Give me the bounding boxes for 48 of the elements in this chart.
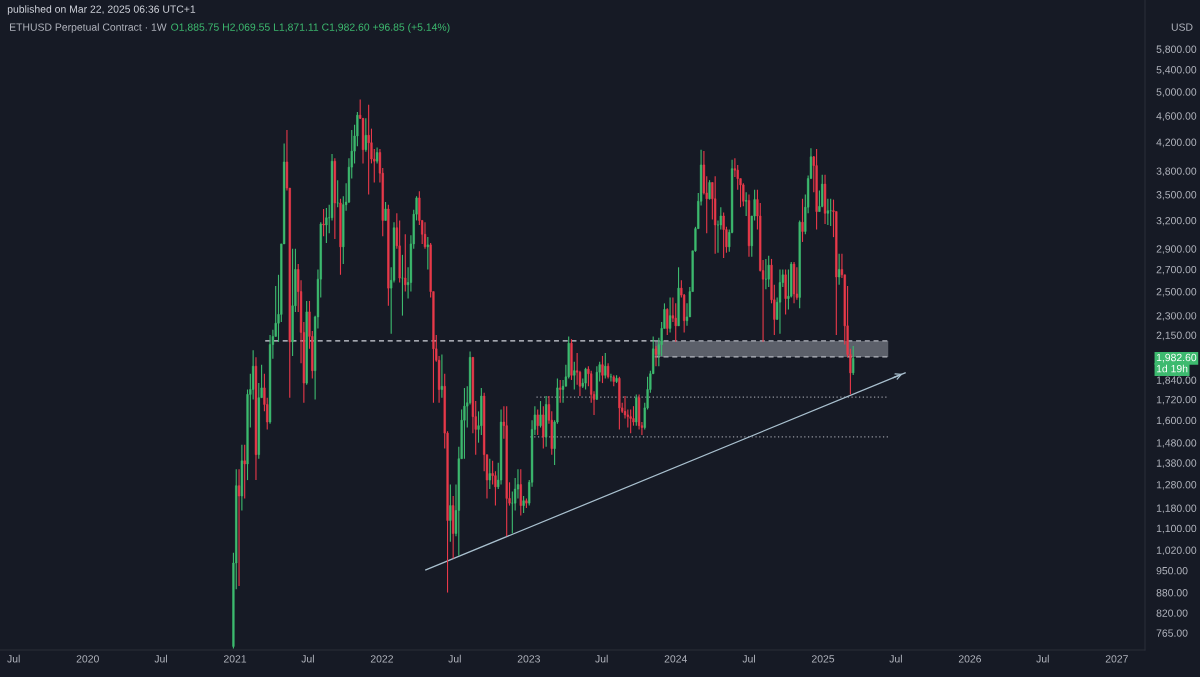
y-axis-title: USD	[1171, 23, 1193, 31]
x-tick-label: Jul	[595, 654, 608, 663]
y-tick-label: 5,000.00	[1156, 88, 1197, 97]
y-tick-label: 4,600.00	[1156, 112, 1197, 121]
text: 1d 19h	[1156, 364, 1188, 373]
y-tick-label: 1,280.00	[1156, 481, 1197, 490]
y-tick-label: 5,800.00	[1156, 45, 1197, 55]
y-tick-label: 765.00	[1156, 629, 1188, 637]
x-tick-label: Jul	[1036, 654, 1049, 663]
y-tick-label: 3,200.00	[1156, 216, 1197, 226]
x-tick-label: 2024	[664, 655, 688, 663]
x-tick-label: 2026	[958, 655, 982, 663]
text: 1,982.60	[1156, 353, 1197, 363]
y-tick-label: 880.00	[1156, 589, 1188, 597]
x-tick-label: 2027	[1105, 655, 1128, 663]
y-tick-label: 2,900.00	[1156, 245, 1197, 254]
annotation: published on Mar 22, 2025 06:36 UTC+1	[7, 5, 196, 15]
y-tick-label: 5,400.00	[1156, 66, 1197, 75]
y-tick-label: 1,480.00	[1156, 439, 1197, 448]
y-tick-label: 2,500.00	[1156, 288, 1197, 297]
y-tick-label: 1,720.00	[1156, 395, 1197, 405]
text: O1,885.75 H2,069.55 L1,871.11 C1,982.60 +96.85 (+5.14%)	[171, 23, 450, 33]
y-tick-label: 3,800.00	[1156, 167, 1197, 177]
x-tick-label: 2020	[76, 655, 99, 663]
y-tick-label: 4,200.00	[1156, 138, 1197, 148]
y-tick-label: 820.00	[1156, 609, 1188, 617]
x-tick-label: 2021	[223, 655, 247, 663]
y-tick-label: 1,180.00	[1156, 504, 1197, 514]
y-tick-label: 1,020.00	[1156, 546, 1197, 556]
x-tick-label: Jul	[7, 654, 20, 663]
y-tick-label: 1,840.00	[1156, 376, 1197, 386]
y-tick-label: 950.00	[1156, 567, 1188, 575]
y-tick-label: 1,380.00	[1156, 459, 1197, 468]
x-tick-label: Jul	[742, 654, 755, 663]
y-tick-label: 1,600.00	[1156, 416, 1197, 426]
x-tick-label: Jul	[889, 654, 902, 663]
y-tick-label: 2,150.00	[1156, 331, 1197, 341]
x-tick-label: Jul	[301, 654, 314, 663]
text: ETHUSD Perpetual Contract · 1W	[10, 23, 167, 33]
y-tick-label: 3,500.00	[1156, 191, 1197, 200]
x-tick-label: 2025	[811, 655, 835, 663]
x-tick-label: 2022	[370, 655, 393, 663]
y-tick-label: 1,100.00	[1156, 524, 1197, 534]
y-tick-label: 2,300.00	[1156, 312, 1197, 321]
x-tick-label: 2023	[517, 655, 540, 663]
x-tick-label: Jul	[448, 654, 461, 663]
x-tick-label: Jul	[154, 654, 167, 663]
y-tick-label: 2,700.00	[1156, 265, 1197, 275]
